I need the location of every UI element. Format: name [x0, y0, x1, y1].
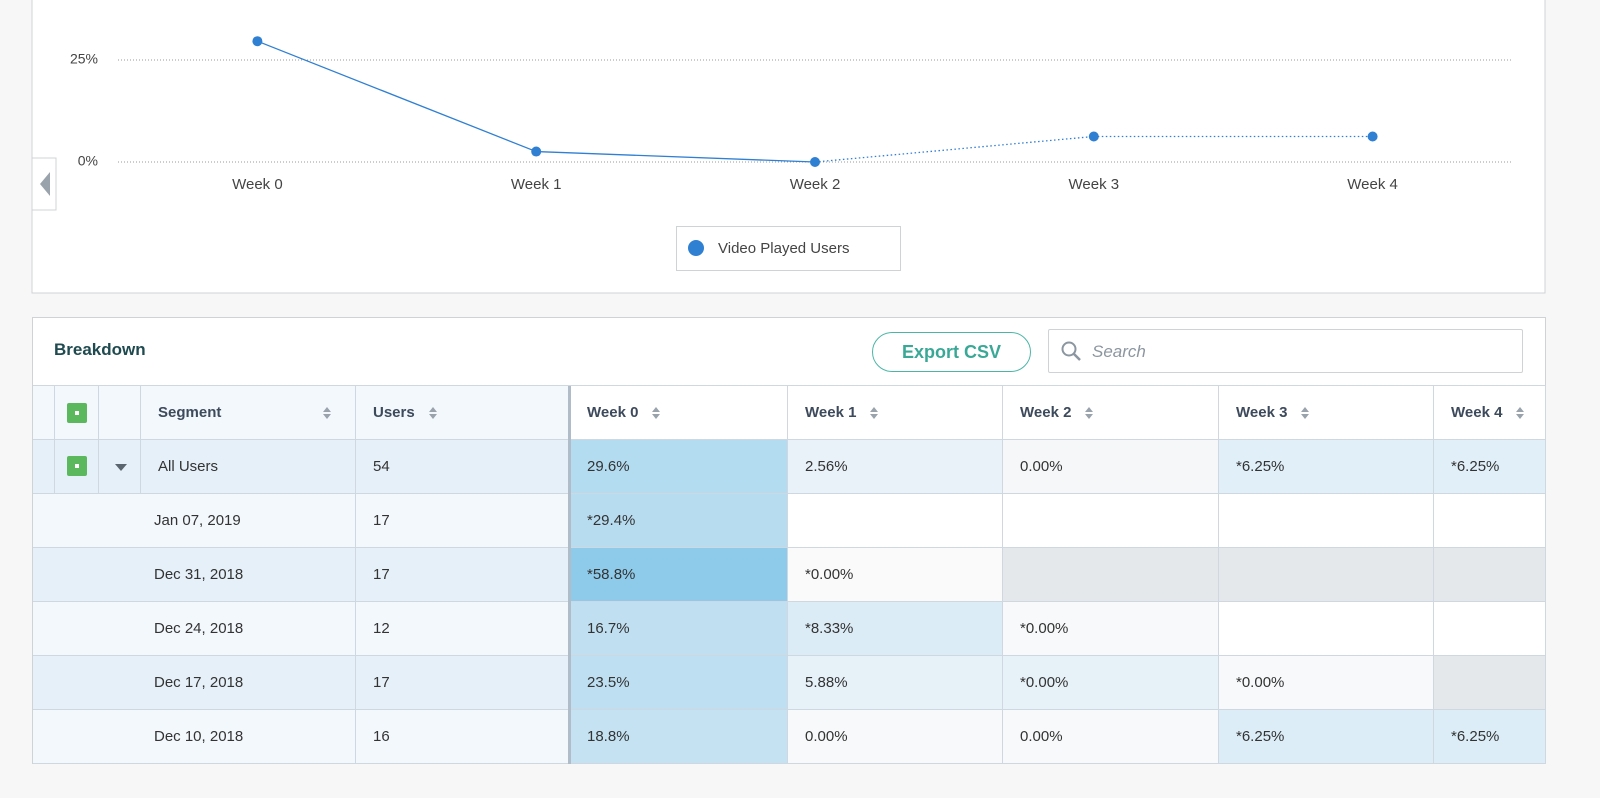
sort-icon[interactable] [1514, 405, 1526, 421]
column-header[interactable]: Week 1 [788, 386, 1003, 440]
segment-cell: Dec 24, 2018 [33, 602, 356, 656]
legend-box [676, 226, 901, 271]
data-point [1088, 131, 1099, 142]
sort-icon[interactable] [321, 405, 333, 421]
header-blank [99, 386, 141, 440]
line-segment [536, 150, 816, 163]
column-header[interactable]: Week 3 [1219, 386, 1434, 440]
export-csv-button[interactable]: Export CSV [872, 332, 1031, 372]
checkbox[interactable] [67, 456, 87, 476]
sort-icon[interactable] [1299, 405, 1311, 421]
sort-icon[interactable] [650, 405, 662, 421]
expand-toggle[interactable] [99, 440, 141, 494]
chart: 0% 25% Week 0 Week 1 Week 2 Week 3 Week 4 Video… [31, 0, 1546, 294]
column-header[interactable]: Week 2 [1003, 386, 1219, 440]
line-segment [814, 135, 1094, 163]
x-tick-label: Week 3 [1069, 176, 1120, 193]
search-placeholder: Search [1092, 342, 1146, 361]
line-segment [257, 40, 537, 153]
retention-cell: 29.6% [570, 440, 788, 494]
y-tick-label: 25% [70, 51, 98, 67]
retention-cell: *6.25% [1434, 710, 1546, 764]
column-header[interactable]: Segment [141, 386, 356, 440]
x-tick-label: Week 2 [790, 176, 841, 193]
sort-icon[interactable] [868, 405, 880, 421]
retention-cell: *29.4% [570, 494, 788, 548]
header-blank [33, 386, 55, 440]
retention-cell [1219, 602, 1434, 656]
users-cell: 54 [356, 440, 570, 494]
retention-cell [1003, 494, 1219, 548]
retention-cell: 0.00% [788, 710, 1003, 764]
segment-cell: Dec 31, 2018 [33, 548, 356, 602]
search-box[interactable]: Search [1048, 329, 1523, 373]
search-icon [1061, 341, 1081, 361]
retention-cell: 16.7% [570, 602, 788, 656]
y-tick-label: 0% [78, 153, 98, 169]
column-header[interactable]: Users [356, 386, 570, 440]
retention-cell: *8.33% [788, 602, 1003, 656]
breakdown-table: Segment Users Week 0 Week 1 Week 2 Week 3 Week… [33, 385, 1546, 765]
retention-cell [1434, 656, 1546, 710]
retention-cell: 0.00% [1003, 440, 1219, 494]
column-header[interactable]: Week 4 [1434, 386, 1546, 440]
x-tick-label: Week 0 [232, 176, 283, 193]
data-point [531, 146, 542, 157]
prev-button[interactable] [31, 157, 57, 211]
retention-cell: 18.8% [570, 710, 788, 764]
retention-cell [1434, 494, 1546, 548]
retention-cell: 0.00% [1003, 710, 1219, 764]
retention-cell [788, 494, 1003, 548]
x-tick-label: Week 4 [1347, 176, 1398, 193]
retention-cell: *0.00% [1003, 656, 1219, 710]
caret [115, 463, 127, 471]
users-cell: 16 [356, 710, 570, 764]
retention-cell [1003, 548, 1219, 602]
retention-cell [1434, 548, 1546, 602]
retention-cell: *0.00% [788, 548, 1003, 602]
segment-cell: Jan 07, 2019 [33, 494, 356, 548]
retention-cell [1434, 602, 1546, 656]
retention-cell [1219, 494, 1434, 548]
retention-cell: *6.25% [1219, 440, 1434, 494]
sort-icon[interactable] [1083, 405, 1095, 421]
sort-icon[interactable] [427, 405, 439, 421]
retention-cell: *6.25% [1434, 440, 1546, 494]
legend-marker [688, 240, 704, 256]
retention-cell: 2.56% [788, 440, 1003, 494]
column-divider [568, 386, 571, 764]
breakdown-card: Breakdown Export CSV Search Segment Users… [32, 317, 1546, 764]
retention-cell: 5.88% [788, 656, 1003, 710]
breakdown-title: Breakdown [54, 340, 146, 359]
retention-cell: *6.25% [1219, 710, 1434, 764]
retention-cell: 23.5% [570, 656, 788, 710]
segment-cell: Dec 10, 2018 [33, 710, 356, 764]
users-cell: 12 [356, 602, 570, 656]
data-point [810, 157, 820, 167]
users-cell: 17 [356, 494, 570, 548]
users-cell: 17 [356, 656, 570, 710]
data-point [1367, 131, 1378, 142]
retention-cell: *0.00% [1003, 602, 1219, 656]
segment-cell: All Users [141, 440, 356, 494]
legend-label: Video Played Users [718, 240, 849, 257]
row-blank [33, 440, 55, 494]
segment-cell: Dec 17, 2018 [33, 656, 356, 710]
retention-cell: *58.8% [570, 548, 788, 602]
x-tick-label: Week 1 [511, 176, 562, 193]
retention-cell [1219, 548, 1434, 602]
data-point [252, 36, 263, 47]
column-header[interactable]: Week 0 [570, 386, 788, 440]
users-cell: 17 [356, 548, 570, 602]
checkbox[interactable] [67, 403, 87, 423]
retention-cell: *0.00% [1219, 656, 1434, 710]
